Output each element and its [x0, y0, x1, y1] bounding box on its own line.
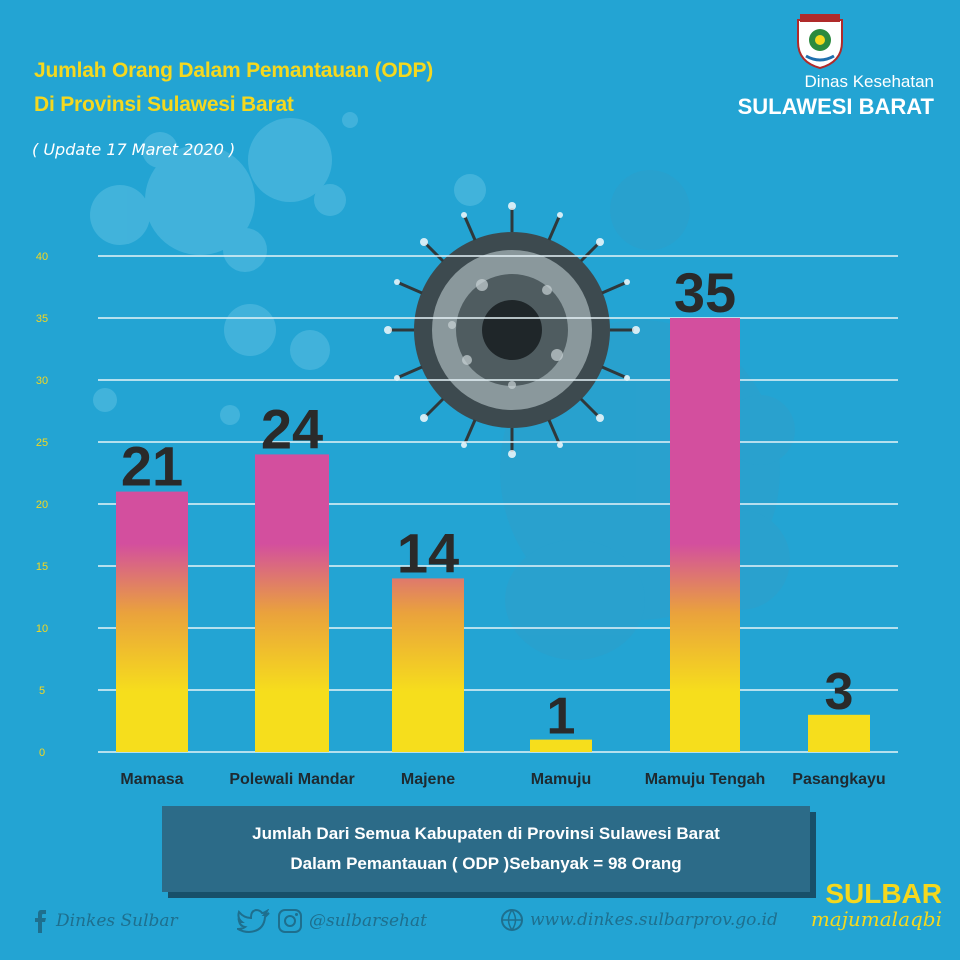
y-tick-label: 20: [36, 499, 48, 511]
chart-title-line2: Di Provinsi Sulawesi Barat: [34, 93, 294, 116]
social-handle: @sulbarsehat: [309, 911, 427, 931]
update-date: ( Update 17 Maret 2020 ): [32, 140, 236, 159]
y-tick-label: 40: [36, 251, 48, 263]
bar-layer: [116, 318, 870, 752]
twitter-icon: [237, 909, 270, 933]
value-label: 3: [825, 663, 854, 721]
virus-illustration: [384, 202, 640, 458]
footer-website[interactable]: www.dinkes.sulbarprov.go.id: [500, 908, 778, 932]
organization-header: Dinas Kesehatan SULAWESI BARAT: [714, 12, 934, 132]
y-tick-label: 15: [36, 561, 48, 573]
org-name-line2: SULAWESI BARAT: [737, 94, 934, 119]
summary-box: Jumlah Dari Semua Kabupaten di Provinsi …: [162, 806, 810, 892]
footer: Dinkes Sulbar @sulbarsehat www.dinkes.su…: [32, 900, 822, 940]
summary-line1: Jumlah Dari Semua Kabupaten di Provinsi …: [252, 824, 720, 843]
title-block: Jumlah Orang Dalam Pemantauan (ODP) Di P…: [34, 54, 433, 122]
instagram-icon: [278, 909, 302, 933]
brand-logo: SULBAR majumalaqbi: [810, 878, 942, 931]
bar-mamuju: [530, 739, 592, 752]
province-emblem-icon: [797, 14, 843, 70]
website-url: www.dinkes.sulbarprov.go.id: [530, 910, 778, 930]
globe-icon: [501, 909, 523, 932]
y-tick-label: 35: [36, 313, 48, 325]
bar-majene: [392, 578, 464, 752]
bar-pasangkayu: [808, 714, 870, 752]
value-label: 24: [261, 397, 323, 460]
category-label: Majene: [401, 771, 455, 788]
y-tick-label: 25: [36, 437, 48, 449]
grid-layer: [98, 255, 898, 753]
facebook-handle: Dinkes Sulbar: [56, 911, 178, 931]
bar-polewali-mandar: [255, 454, 329, 752]
label-layer: 0 5 10 15 20 25 30 35 40 21 Mamasa 24 Polewali Manda…: [36, 251, 886, 788]
bar-mamuju-tengah: [670, 318, 740, 752]
brand-line1: SULBAR: [825, 878, 942, 909]
y-tick-label: 0: [39, 747, 45, 759]
footer-facebook[interactable]: Dinkes Sulbar: [32, 908, 178, 934]
value-label: 1: [547, 688, 576, 746]
summary-line2: Dalam Pemantauan ( ODP )Sebanyak = 98 Or…: [290, 854, 682, 873]
category-label: Mamasa: [120, 771, 183, 788]
category-label: Mamuju: [531, 771, 591, 788]
facebook-icon: [35, 910, 46, 933]
org-name-line1: Dinas Kesehatan: [804, 72, 934, 91]
category-label: Polewali Mandar: [229, 771, 354, 788]
y-tick-label: 30: [36, 375, 48, 387]
bar-mamasa: [116, 491, 188, 752]
y-tick-label: 10: [36, 623, 48, 635]
value-label: 35: [674, 261, 736, 324]
category-label: Pasangkayu: [792, 771, 885, 788]
category-label: Mamuju Tengah: [645, 771, 766, 788]
value-label: 21: [121, 435, 183, 498]
chart-title-line1: Jumlah Orang Dalam Pemantauan (ODP): [34, 59, 434, 82]
footer-social[interactable]: @sulbarsehat: [237, 908, 427, 934]
y-tick-label: 5: [39, 685, 45, 697]
value-label: 14: [397, 521, 459, 584]
brand-line2: majumalaqbi: [810, 907, 942, 931]
